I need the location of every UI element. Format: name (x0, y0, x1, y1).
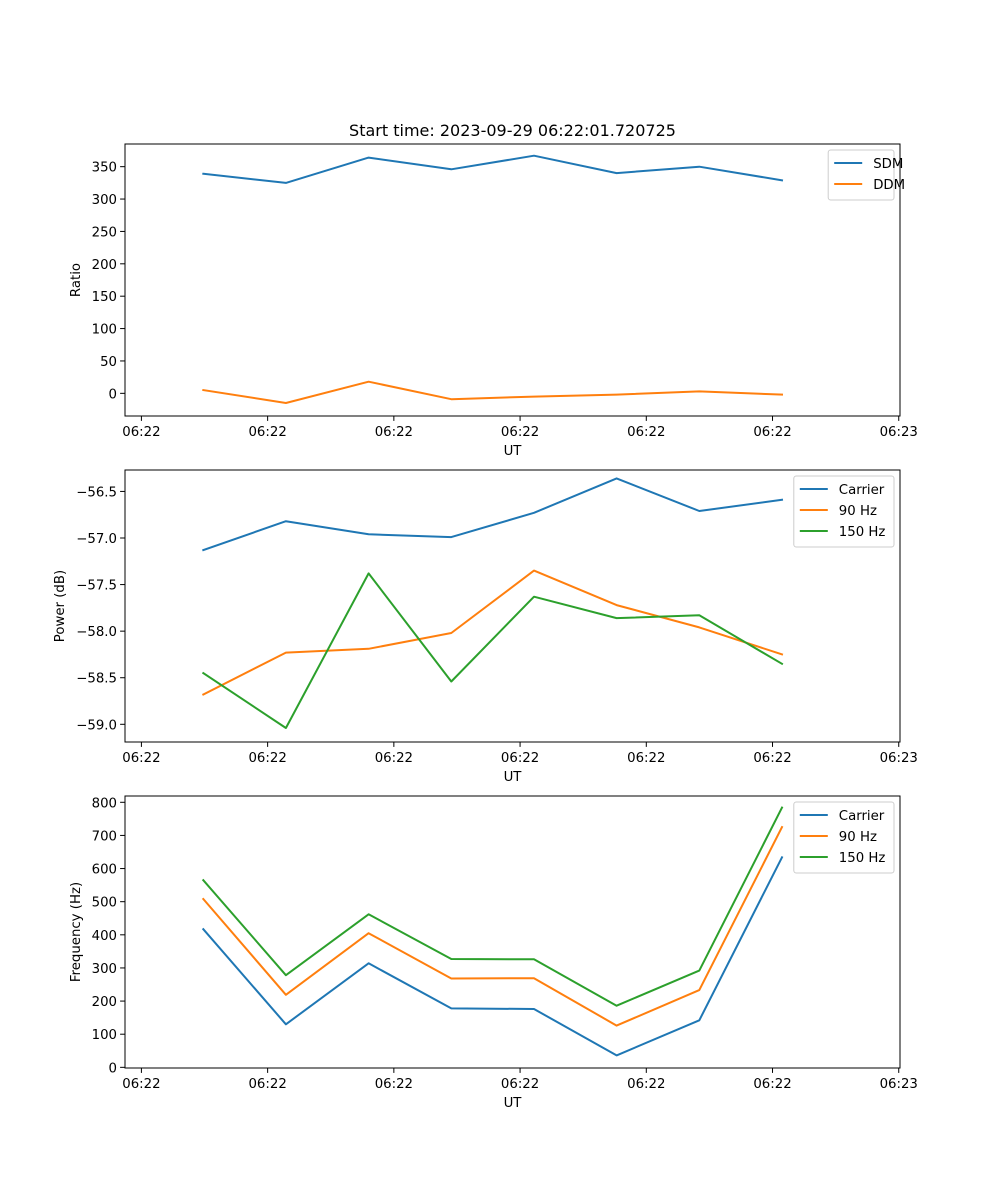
x-axis-label: UT (504, 770, 523, 785)
x-tick-label: 06:22 (627, 425, 665, 440)
x-tick-label: 06:22 (375, 751, 413, 766)
y-tick-label: 250 (92, 225, 117, 240)
x-axis-label: UT (504, 1096, 523, 1111)
series-line-ddm (202, 380, 784, 404)
legend: Carrier 90 Hz 150 Hz (793, 801, 895, 874)
x-tick-label: 06:22 (753, 1077, 791, 1092)
y-tick-label: −57.5 (76, 579, 117, 594)
y-tick-label: 200 (92, 995, 117, 1010)
y-tick-label: 100 (92, 1028, 117, 1043)
legend-label: 90 Hz (839, 504, 877, 519)
legend-label: 90 Hz (839, 830, 877, 845)
series-line-carrier (201, 855, 784, 1057)
series-line-sdm (202, 154, 784, 184)
subplot-2: 06:22 06:22 06:22 06:22 06:22 06:22 06:23 −59.0… (53, 469, 918, 785)
legend-label: 150 Hz (839, 525, 886, 540)
y-tick-label: 350 (92, 161, 117, 176)
subplot-3: 06:22 06:22 06:22 06:22 06:22 06:22 06:23 0 100 2… (69, 795, 918, 1111)
axes-frame (124, 469, 901, 743)
legend-label: Carrier (839, 483, 885, 498)
x-tick-label: 06:22 (627, 1077, 665, 1092)
series-line-150-hz (201, 806, 784, 1007)
series-line-90-hz (201, 825, 784, 1027)
x-tick-label: 06:22 (501, 1077, 539, 1092)
subplot-1: 06:22 06:22 06:22 06:22 06:22 06:22 06:23 0 50 10… (69, 143, 918, 459)
y-tick-label: 400 (92, 929, 117, 944)
y-axis-label: Frequency (Hz) (69, 882, 84, 982)
x-tick-label: 06:22 (753, 751, 791, 766)
y-tick-label: −59.0 (76, 718, 117, 733)
y-tick-label: 300 (92, 962, 117, 977)
x-tick-label: 06:22 (375, 425, 413, 440)
y-tick-label: 150 (92, 290, 117, 305)
chart-title: Start time: 2023-09-29 06:22:01.720725 (349, 121, 676, 140)
x-tick-label: 06:22 (501, 425, 539, 440)
legend-label: Carrier (839, 809, 885, 824)
legend-box (793, 475, 895, 548)
x-tick-label: 06:22 (248, 1077, 286, 1092)
x-tick-label: 06:23 (880, 425, 918, 440)
legend-label: 150 Hz (839, 851, 886, 866)
y-tick-label: −57.0 (76, 532, 117, 547)
axes-frame (124, 143, 901, 417)
y-tick-label: −58.0 (76, 625, 117, 640)
legend-label: DDM (873, 178, 905, 193)
y-tick-label: 0 (109, 387, 117, 402)
x-tick-label: 06:23 (880, 751, 918, 766)
series-line-90-hz (201, 569, 784, 696)
series-line-150-hz (201, 572, 784, 729)
x-tick-label: 06:22 (122, 425, 160, 440)
x-tick-label: 06:22 (627, 751, 665, 766)
legend: SDM DDM (827, 149, 905, 201)
x-tick-label: 06:22 (753, 425, 791, 440)
legend: Carrier 90 Hz 150 Hz (793, 475, 895, 548)
legend-label: SDM (873, 157, 903, 172)
y-tick-label: 0 (109, 1061, 117, 1076)
y-tick-label: 500 (92, 896, 117, 911)
x-tick-label: 06:22 (375, 1077, 413, 1092)
y-tick-label: −56.5 (76, 485, 117, 500)
axes-frame (124, 795, 901, 1069)
y-axis-label: Ratio (69, 263, 84, 297)
y-tick-label: 700 (92, 829, 117, 844)
x-axis-label: UT (504, 444, 523, 459)
y-tick-label: 100 (92, 323, 117, 338)
x-tick-label: 06:22 (248, 425, 286, 440)
x-tick-label: 06:22 (122, 751, 160, 766)
legend-box (793, 801, 895, 874)
y-tick-label: 600 (92, 863, 117, 878)
y-axis-label: Power (dB) (53, 570, 68, 642)
y-tick-label: 300 (92, 193, 117, 208)
x-tick-label: 06:22 (122, 1077, 160, 1092)
x-tick-label: 06:22 (501, 751, 539, 766)
x-tick-label: 06:22 (248, 751, 286, 766)
y-tick-label: 200 (92, 258, 117, 273)
x-tick-label: 06:23 (880, 1077, 918, 1092)
series-line-carrier (202, 477, 784, 552)
y-tick-label: 50 (100, 355, 117, 370)
y-tick-label: 800 (92, 796, 117, 811)
y-tick-label: −58.5 (76, 672, 117, 687)
